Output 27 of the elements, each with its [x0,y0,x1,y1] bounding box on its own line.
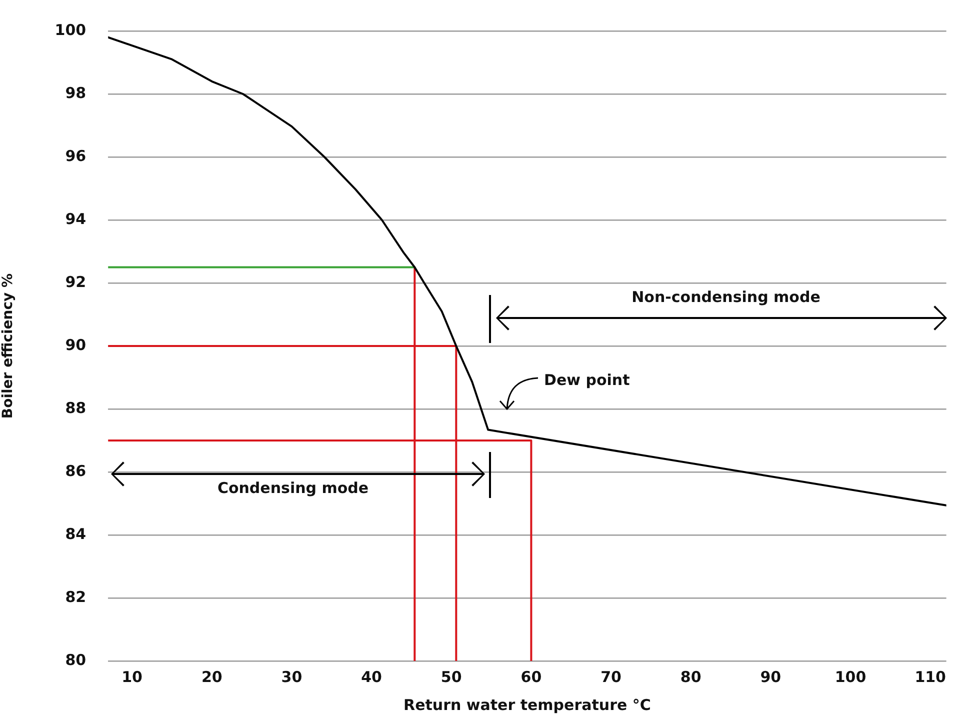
x-tick-label: 40 [361,668,382,686]
y-tick-label: 100 [54,20,86,39]
annotation: Condensing mode [217,478,369,497]
y-tick-label: 84 [65,524,86,543]
x-tick-label: 90 [760,668,782,686]
y-tick-label: 88 [65,398,86,417]
y-tick-label: 96 [65,146,86,165]
y-tick-label: 90 [65,336,86,354]
x-tick-label: 10 [122,668,142,686]
y-tick-label: 98 [65,84,86,102]
x-tick-label: 50 [440,668,462,686]
x-tick-label: 100 [834,668,866,686]
x-tick-label: 80 [680,668,702,686]
y-tick-label: 86 [65,462,86,480]
x-tick-label: 70 [600,668,622,686]
annotation: Non-condensing mode [632,288,820,306]
x-axis-title: Return water temperature °C [404,696,651,714]
x-tick-label: 30 [281,668,302,686]
y-tick-label: 82 [65,588,86,606]
x-tick-label: 20 [201,668,222,686]
annotation: Dew point [544,370,630,389]
y-tick-label: 94 [65,210,86,228]
y-axis-title: Boiler efficiency % [0,273,16,419]
x-tick-label: 110 [914,668,946,686]
y-tick-label: 92 [65,272,86,291]
x-tick-label: 60 [520,668,542,686]
y-tick-label: 80 [65,650,86,669]
